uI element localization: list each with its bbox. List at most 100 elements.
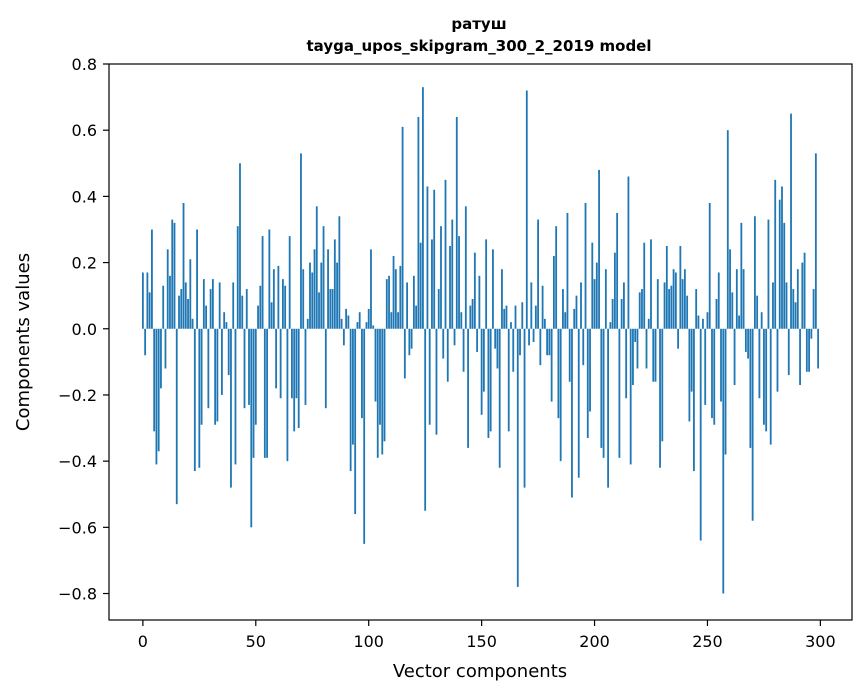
bar bbox=[620, 298, 623, 329]
x-axis-label: Vector components bbox=[393, 661, 567, 682]
bar bbox=[205, 305, 208, 329]
bar bbox=[390, 312, 393, 329]
bar bbox=[410, 328, 413, 349]
bar bbox=[164, 328, 167, 369]
bar bbox=[808, 328, 810, 372]
y-tick-label: 0.4 bbox=[72, 187, 97, 206]
bar bbox=[202, 279, 205, 329]
bar bbox=[169, 275, 171, 329]
bar bbox=[401, 126, 404, 329]
bar bbox=[765, 328, 768, 432]
bar bbox=[223, 312, 226, 329]
bar bbox=[236, 226, 239, 329]
bar bbox=[498, 328, 501, 468]
y-tick-label: 0.2 bbox=[72, 254, 97, 273]
bar bbox=[214, 328, 217, 425]
bar bbox=[772, 282, 774, 329]
bar bbox=[257, 305, 259, 329]
bar bbox=[376, 328, 379, 458]
bar bbox=[650, 239, 652, 329]
bar bbox=[435, 328, 438, 435]
bar bbox=[489, 328, 492, 432]
bar bbox=[681, 279, 684, 329]
bar bbox=[566, 212, 569, 329]
bar bbox=[182, 203, 185, 329]
bar bbox=[306, 318, 309, 329]
bar bbox=[272, 269, 275, 329]
bar bbox=[735, 269, 738, 329]
bar bbox=[564, 312, 567, 329]
bar bbox=[758, 328, 761, 399]
bar bbox=[365, 322, 368, 329]
bar bbox=[473, 252, 476, 329]
bar bbox=[160, 328, 162, 389]
bar bbox=[277, 265, 280, 329]
y-axis-ticks: −0.8 −0.6 −0.4 −0.2 0.0 0.2 0.4 0.6 0.8 bbox=[58, 55, 109, 604]
bar bbox=[392, 255, 395, 329]
bar bbox=[234, 328, 237, 465]
bar bbox=[613, 252, 616, 329]
bar bbox=[715, 298, 718, 329]
bar bbox=[412, 275, 415, 329]
bar bbox=[720, 328, 722, 402]
bar bbox=[702, 318, 704, 329]
bar bbox=[433, 189, 436, 329]
bar bbox=[532, 328, 535, 342]
bar bbox=[216, 328, 219, 422]
bar bbox=[342, 328, 345, 346]
bar bbox=[577, 328, 580, 478]
bar bbox=[803, 252, 806, 329]
bar bbox=[462, 328, 465, 372]
bar bbox=[677, 328, 680, 349]
bar bbox=[541, 285, 544, 329]
bar bbox=[503, 308, 506, 329]
bar bbox=[166, 249, 169, 329]
x-tick-label: 0 bbox=[138, 632, 148, 651]
bar bbox=[787, 328, 790, 376]
bar bbox=[397, 312, 399, 329]
bar bbox=[442, 328, 445, 359]
bar bbox=[516, 328, 519, 587]
bar bbox=[198, 328, 201, 468]
bar bbox=[514, 305, 517, 329]
bar bbox=[686, 295, 689, 329]
bar bbox=[767, 219, 770, 329]
bar bbox=[193, 328, 196, 472]
bar bbox=[523, 328, 526, 488]
bar bbox=[744, 328, 747, 352]
bar bbox=[270, 302, 273, 329]
bar bbox=[336, 262, 338, 329]
bar bbox=[575, 295, 578, 329]
bar bbox=[370, 249, 372, 329]
bar bbox=[747, 328, 750, 359]
bar bbox=[641, 289, 643, 329]
bar bbox=[591, 242, 594, 329]
bar bbox=[792, 289, 795, 329]
bar bbox=[618, 328, 621, 458]
bar bbox=[812, 289, 815, 329]
bar bbox=[636, 328, 639, 369]
bar bbox=[534, 305, 537, 329]
bar bbox=[469, 305, 472, 329]
bar bbox=[318, 292, 320, 329]
bar bbox=[595, 262, 598, 329]
bar bbox=[632, 328, 634, 386]
bar bbox=[519, 328, 521, 356]
bar bbox=[180, 289, 183, 329]
bar bbox=[239, 163, 241, 329]
bar bbox=[291, 328, 293, 399]
bar bbox=[367, 308, 370, 329]
bar bbox=[697, 315, 700, 329]
bar bbox=[525, 90, 528, 329]
bar bbox=[776, 328, 779, 392]
bar bbox=[187, 298, 189, 329]
chart-title: ратуш bbox=[451, 15, 506, 33]
bar bbox=[799, 328, 801, 386]
bar bbox=[437, 289, 440, 329]
y-tick-label: −0.6 bbox=[58, 518, 97, 537]
bar bbox=[324, 328, 327, 409]
bar bbox=[349, 328, 352, 472]
bar bbox=[315, 206, 318, 329]
chart-subtitle: tayga_upos_skipgram_300_2_2019 model bbox=[307, 37, 652, 55]
